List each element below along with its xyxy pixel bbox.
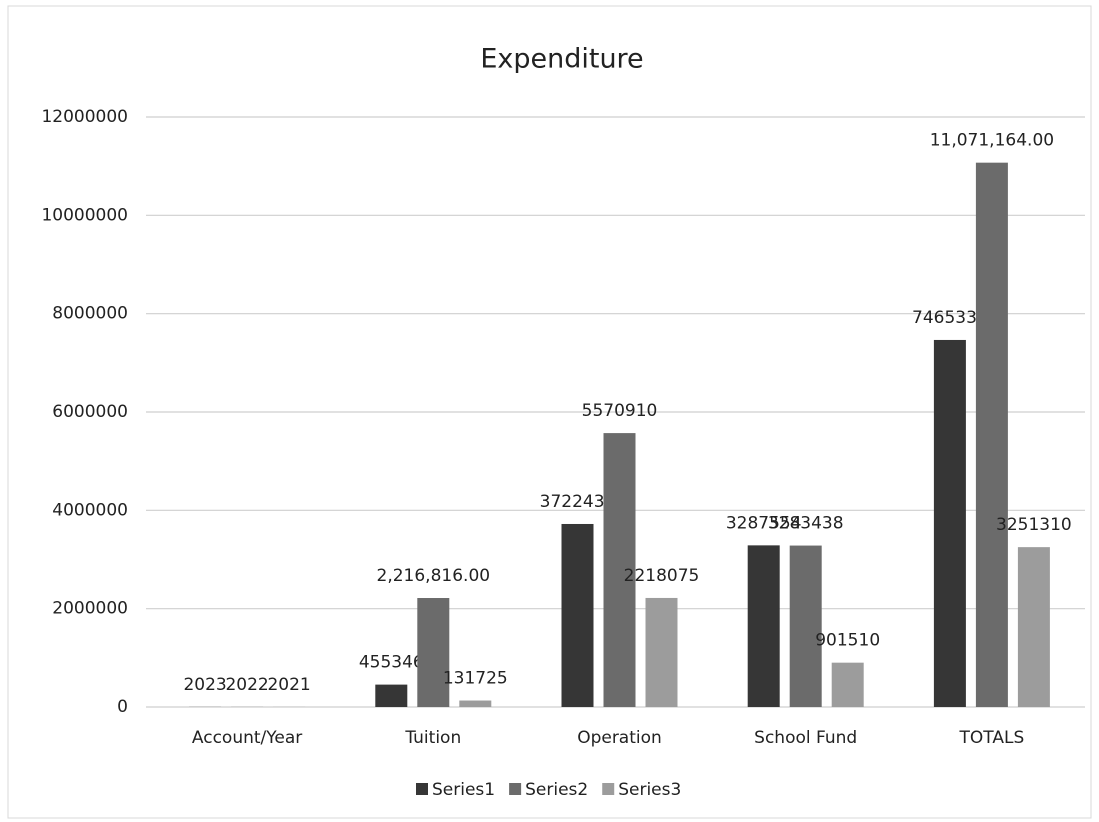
data-label: 3722430 [540,492,616,512]
data-label: 131725 [443,669,508,689]
bar [933,339,966,707]
x-tick-label: TOTALS [959,728,1025,748]
bar [789,545,822,707]
chart-title: Expenditure [480,44,643,75]
data-label: 2218075 [624,566,700,586]
data-label: 2022 [225,675,268,695]
bar [459,700,492,707]
x-tick-label: Tuition [404,728,461,748]
data-label: 2021 [267,675,310,695]
data-label: 3251310 [996,515,1072,535]
y-tick-label: 6000000 [52,402,128,422]
y-tick-label: 8000000 [52,304,128,324]
data-label: 455346 [359,653,424,673]
x-tick-label: Account/Year [192,728,302,748]
legend-label: Series1 [432,780,495,800]
legend-swatch [416,783,428,795]
bar [975,162,1008,707]
bar [417,598,450,707]
data-label: 3283438 [768,514,844,534]
y-tick-label: 12000000 [41,107,128,127]
y-tick-label: 2000000 [52,599,128,619]
bar [603,433,636,707]
bar [747,545,780,707]
data-label: 7465330 [912,308,988,328]
x-tick-label: School Fund [754,728,857,748]
data-label: 2023 [183,675,226,695]
y-tick-label: 4000000 [52,500,128,520]
bar [1017,547,1050,707]
y-tick-label: 0 [117,697,128,717]
legend-swatch [509,783,522,795]
bar [561,523,594,707]
bar [375,684,408,707]
data-label: 11,071,164.00 [930,131,1054,151]
legend-swatch [602,783,615,795]
x-tick-label: Operation [577,728,662,748]
data-label: 3287554 [726,513,802,533]
legend-label: Series3 [618,780,681,800]
data-label: 2,216,816.00 [377,566,491,586]
data-label: 901510 [815,631,880,651]
y-tick-label: 10000000 [41,205,128,225]
bar [645,597,678,707]
data-label: 5570910 [582,401,658,421]
bar [831,662,864,707]
legend-label: Series2 [525,780,588,800]
